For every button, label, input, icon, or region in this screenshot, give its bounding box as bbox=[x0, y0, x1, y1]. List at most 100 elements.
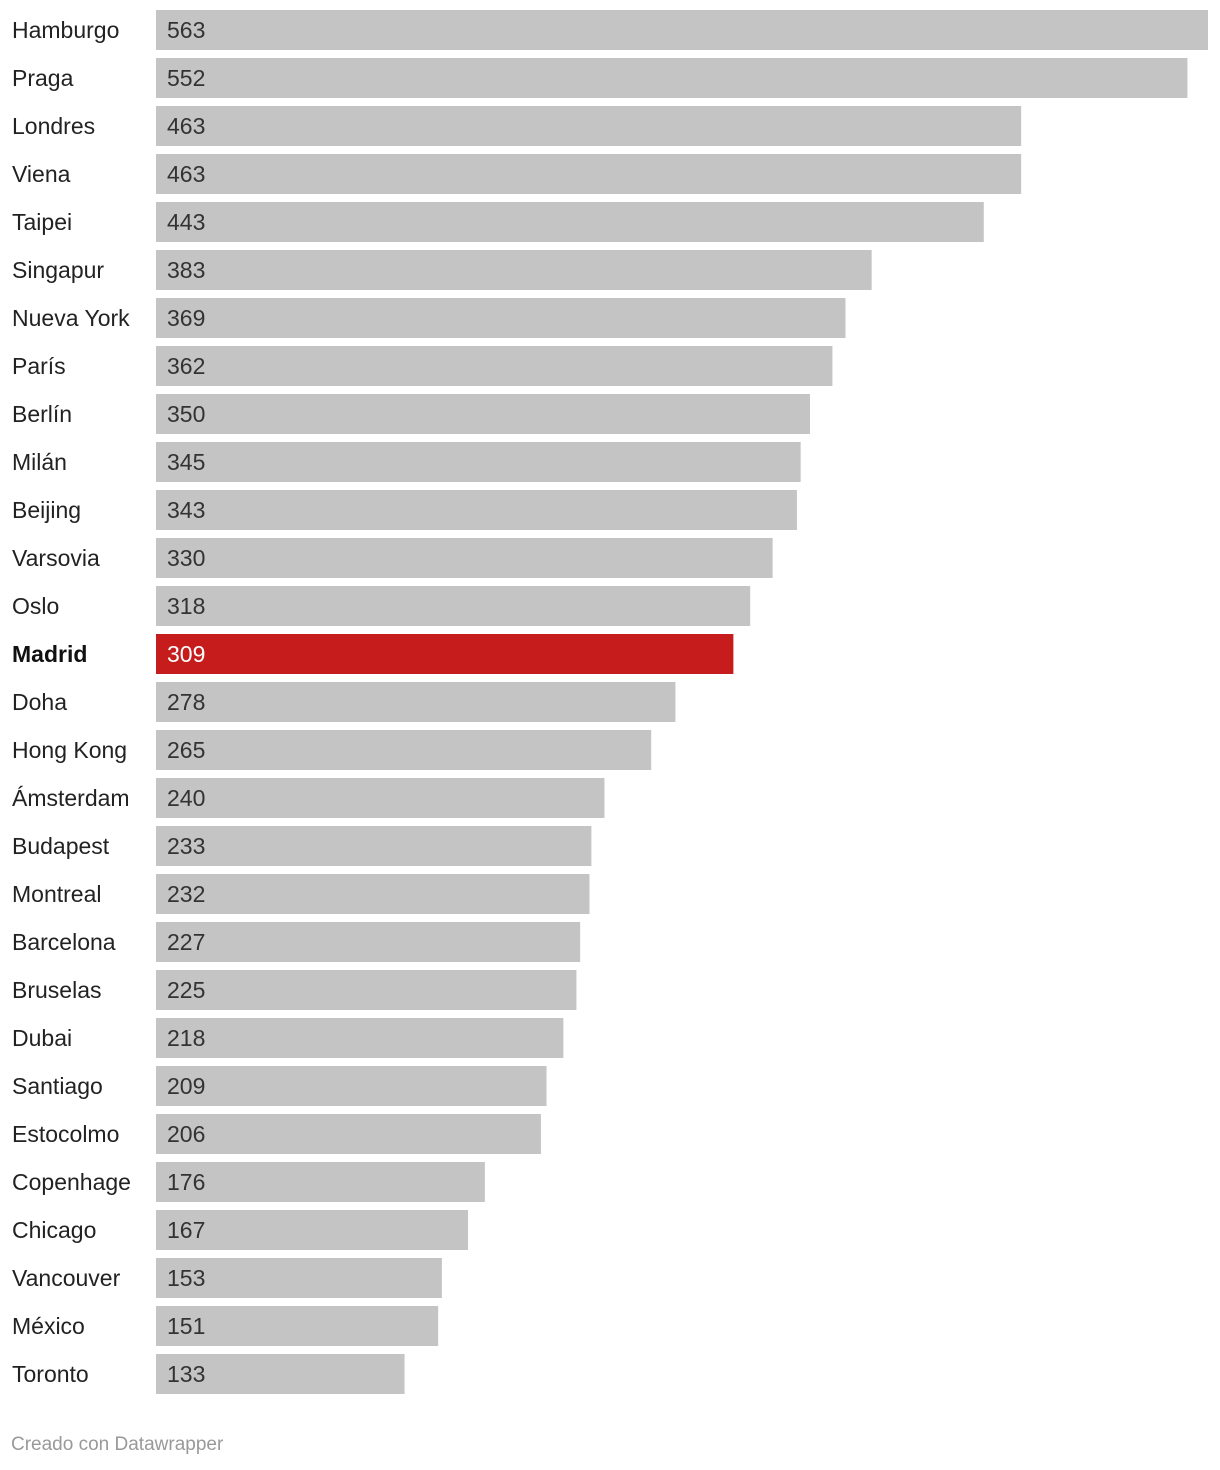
value-label-santiago: 209 bbox=[167, 1073, 205, 1099]
value-label-viena: 463 bbox=[167, 161, 205, 187]
bar-row-amsterdam: Ámsterdam 240 bbox=[12, 778, 605, 818]
category-label-berlin: Berlín bbox=[12, 401, 72, 427]
value-label-hong-kong: 265 bbox=[167, 737, 205, 763]
bar-row-nueva-york: Nueva York 369 bbox=[12, 298, 846, 338]
bar-row-vancouver: Vancouver 153 bbox=[12, 1258, 442, 1298]
category-label-londres: Londres bbox=[12, 113, 95, 139]
category-label-vancouver: Vancouver bbox=[12, 1265, 121, 1291]
category-label-mexico: México bbox=[12, 1313, 85, 1339]
category-label-singapur: Singapur bbox=[12, 257, 104, 283]
value-label-copenhage: 176 bbox=[167, 1169, 205, 1195]
bar-londres bbox=[156, 106, 1022, 146]
value-label-amsterdam: 240 bbox=[167, 785, 205, 811]
bar-chart: Hamburgo 563 Praga 552 Londres 463 Viena 463 Tai… bbox=[12, 10, 1208, 1394]
value-label-singapur: 383 bbox=[167, 257, 205, 283]
category-label-madrid: Madrid bbox=[12, 641, 87, 667]
bar-row-budapest: Budapest 233 bbox=[12, 826, 592, 866]
category-label-bruselas: Bruselas bbox=[12, 977, 101, 1003]
category-label-hamburgo: Hamburgo bbox=[12, 17, 119, 43]
bar-hamburgo bbox=[156, 10, 1208, 50]
bar-bruselas bbox=[156, 970, 577, 1010]
value-label-mexico: 151 bbox=[167, 1313, 205, 1339]
category-label-praga: Praga bbox=[12, 65, 74, 91]
value-label-barcelona: 227 bbox=[167, 929, 205, 955]
category-label-toronto: Toronto bbox=[12, 1361, 89, 1387]
bar-copenhage bbox=[156, 1162, 485, 1202]
value-label-oslo: 318 bbox=[167, 593, 205, 619]
bar-praga bbox=[156, 58, 1188, 98]
bar-row-hamburgo: Hamburgo 563 bbox=[12, 10, 1208, 50]
category-label-paris: París bbox=[12, 353, 66, 379]
bar-row-copenhage: Copenhage 176 bbox=[12, 1162, 485, 1202]
bar-taipei bbox=[156, 202, 984, 242]
value-label-varsovia: 330 bbox=[167, 545, 205, 571]
bar-row-doha: Doha 278 bbox=[12, 682, 676, 722]
value-label-vancouver: 153 bbox=[167, 1265, 205, 1291]
bar-vancouver bbox=[156, 1258, 442, 1298]
category-label-varsovia: Varsovia bbox=[12, 545, 100, 571]
bar-row-bruselas: Bruselas 225 bbox=[12, 970, 577, 1010]
category-label-barcelona: Barcelona bbox=[12, 929, 116, 955]
category-label-montreal: Montreal bbox=[12, 881, 101, 907]
bar-milan bbox=[156, 442, 801, 482]
category-label-hong-kong: Hong Kong bbox=[12, 737, 127, 763]
bar-toronto bbox=[156, 1354, 405, 1394]
bar-barcelona bbox=[156, 922, 581, 962]
bar-row-varsovia: Varsovia 330 bbox=[12, 538, 773, 578]
category-label-chicago: Chicago bbox=[12, 1217, 96, 1243]
value-label-beijing: 343 bbox=[167, 497, 205, 523]
bar-beijing bbox=[156, 490, 797, 530]
bar-row-beijing: Beijing 343 bbox=[12, 490, 797, 530]
value-label-berlin: 350 bbox=[167, 401, 205, 427]
value-label-doha: 278 bbox=[167, 689, 205, 715]
bar-viena bbox=[156, 154, 1022, 194]
bar-santiago bbox=[156, 1066, 547, 1106]
bar-row-londres: Londres 463 bbox=[12, 106, 1022, 146]
value-label-nueva-york: 369 bbox=[167, 305, 205, 331]
category-label-estocolmo: Estocolmo bbox=[12, 1121, 119, 1147]
category-label-santiago: Santiago bbox=[12, 1073, 103, 1099]
bar-row-santiago: Santiago 209 bbox=[12, 1066, 547, 1106]
bar-singapur bbox=[156, 250, 872, 290]
category-label-doha: Doha bbox=[12, 689, 67, 715]
bar-estocolmo bbox=[156, 1114, 541, 1154]
bar-mexico bbox=[156, 1306, 439, 1346]
footer-credit: Creado con Datawrapper bbox=[11, 1434, 224, 1455]
category-label-viena: Viena bbox=[12, 161, 71, 187]
bar-row-viena: Viena 463 bbox=[12, 154, 1022, 194]
bar-chicago bbox=[156, 1210, 469, 1250]
bar-row-mexico: México 151 bbox=[12, 1306, 439, 1346]
category-label-amsterdam: Ámsterdam bbox=[12, 785, 130, 811]
category-label-budapest: Budapest bbox=[12, 833, 110, 859]
bar-row-singapur: Singapur 383 bbox=[12, 250, 872, 290]
bar-row-paris: París 362 bbox=[12, 346, 833, 386]
value-label-taipei: 443 bbox=[167, 209, 205, 235]
bar-row-dubai: Dubai 218 bbox=[12, 1018, 564, 1058]
bar-doha bbox=[156, 682, 676, 722]
bar-row-milan: Milán 345 bbox=[12, 442, 801, 482]
bar-row-toronto: Toronto 133 bbox=[12, 1354, 405, 1394]
bar-row-hong-kong: Hong Kong 265 bbox=[12, 730, 652, 770]
category-label-copenhage: Copenhage bbox=[12, 1169, 131, 1195]
bar-dubai bbox=[156, 1018, 564, 1058]
value-label-bruselas: 225 bbox=[167, 977, 205, 1003]
bar-row-praga: Praga 552 bbox=[12, 58, 1188, 98]
category-label-taipei: Taipei bbox=[12, 209, 72, 235]
bar-row-berlin: Berlín 350 bbox=[12, 394, 810, 434]
value-label-paris: 362 bbox=[167, 353, 205, 379]
bar-montreal bbox=[156, 874, 590, 914]
category-label-oslo: Oslo bbox=[12, 593, 59, 619]
bar-amsterdam bbox=[156, 778, 605, 818]
bar-row-chicago: Chicago 167 bbox=[12, 1210, 469, 1250]
bar-varsovia bbox=[156, 538, 773, 578]
value-label-toronto: 133 bbox=[167, 1361, 205, 1387]
value-label-budapest: 233 bbox=[167, 833, 205, 859]
bar-row-montreal: Montreal 232 bbox=[12, 874, 590, 914]
category-label-milan: Milán bbox=[12, 449, 67, 475]
bar-berlin bbox=[156, 394, 810, 434]
bar-madrid bbox=[156, 634, 734, 674]
value-label-hamburgo: 563 bbox=[167, 17, 205, 43]
bar-row-barcelona: Barcelona 227 bbox=[12, 922, 581, 962]
category-label-nueva-york: Nueva York bbox=[12, 305, 130, 331]
bar-row-madrid: Madrid 309 bbox=[12, 634, 734, 674]
